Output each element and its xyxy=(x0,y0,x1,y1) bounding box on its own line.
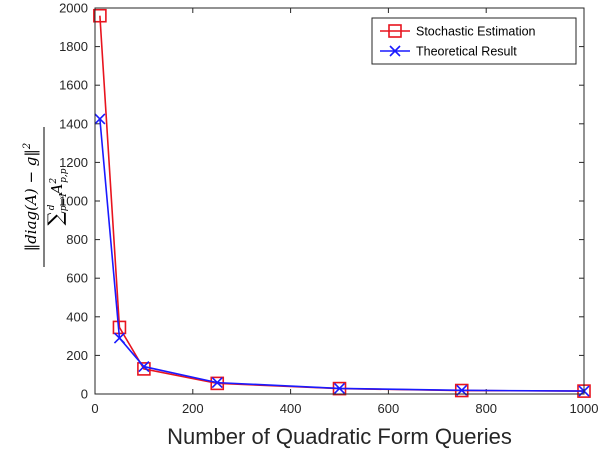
series-line-theoretical-result xyxy=(99,118,585,392)
data-point-theoretical-result xyxy=(333,382,346,394)
legend: Stochastic Estimation Theoretical Result xyxy=(371,17,577,65)
x-tick-label: 800 xyxy=(475,401,497,416)
y-tick-label: 200 xyxy=(66,348,88,363)
y-tick-label: 1800 xyxy=(59,39,88,54)
data-point-stochastic-estimation xyxy=(93,8,107,23)
data-point-theoretical-result xyxy=(113,332,126,344)
series-stochastic-estimation xyxy=(93,8,591,398)
y-tick-label: 1600 xyxy=(59,78,88,93)
legend-box xyxy=(371,17,577,65)
y-tick-label: 600 xyxy=(66,271,88,286)
y-axis-ticks: 0 200 400 600 800 1000 1200 1400 1600 1800 2000 xyxy=(59,1,584,402)
x-tick-label: 0 xyxy=(91,401,98,416)
legend-label-theoretical-result: Theoretical Result xyxy=(416,45,517,59)
y-tick-label: 1400 xyxy=(59,116,88,131)
data-point-stochastic-estimation xyxy=(137,362,151,376)
y-tick-label: 2000 xyxy=(59,1,88,16)
x-tick-label: 200 xyxy=(182,401,204,416)
legend-marker-theoretical-result xyxy=(389,45,401,57)
data-point-theoretical-result xyxy=(211,377,223,389)
legend-marker-stochastic-estimation xyxy=(388,24,402,38)
data-point-theoretical-result xyxy=(138,361,150,373)
y-axis-label: ‖diag(A) − g‖2 ∑p=1dA2p,p xyxy=(22,127,69,267)
svg-text:∑p=1dA2p,p: ∑p=1dA2p,p xyxy=(43,168,69,225)
x-tick-label: 600 xyxy=(378,401,400,416)
y-tick-label: 800 xyxy=(66,232,88,247)
series-theoretical-result xyxy=(94,113,590,397)
svg-text:‖diag(A) − g‖2: ‖diag(A) − g‖2 xyxy=(22,143,40,252)
data-point-theoretical-result xyxy=(94,113,106,125)
series-line-stochastic-estimation xyxy=(99,15,585,392)
legend-label-stochastic-estimation: Stochastic Estimation xyxy=(416,25,536,39)
y-tick-label: 1000 xyxy=(59,194,88,209)
x-tick-label: 400 xyxy=(280,401,302,416)
y-tick-label: 1200 xyxy=(59,155,88,170)
x-tick-label: 1000 xyxy=(570,401,599,416)
y-tick-label: 400 xyxy=(66,309,88,324)
x-axis-label: Number of Quadratic Form Queries xyxy=(167,424,512,449)
y-tick-label: 0 xyxy=(81,387,88,402)
series-layer xyxy=(93,8,591,398)
x-axis-ticks: 0 200 400 600 800 1000 xyxy=(91,8,598,416)
axes-box xyxy=(94,7,585,395)
